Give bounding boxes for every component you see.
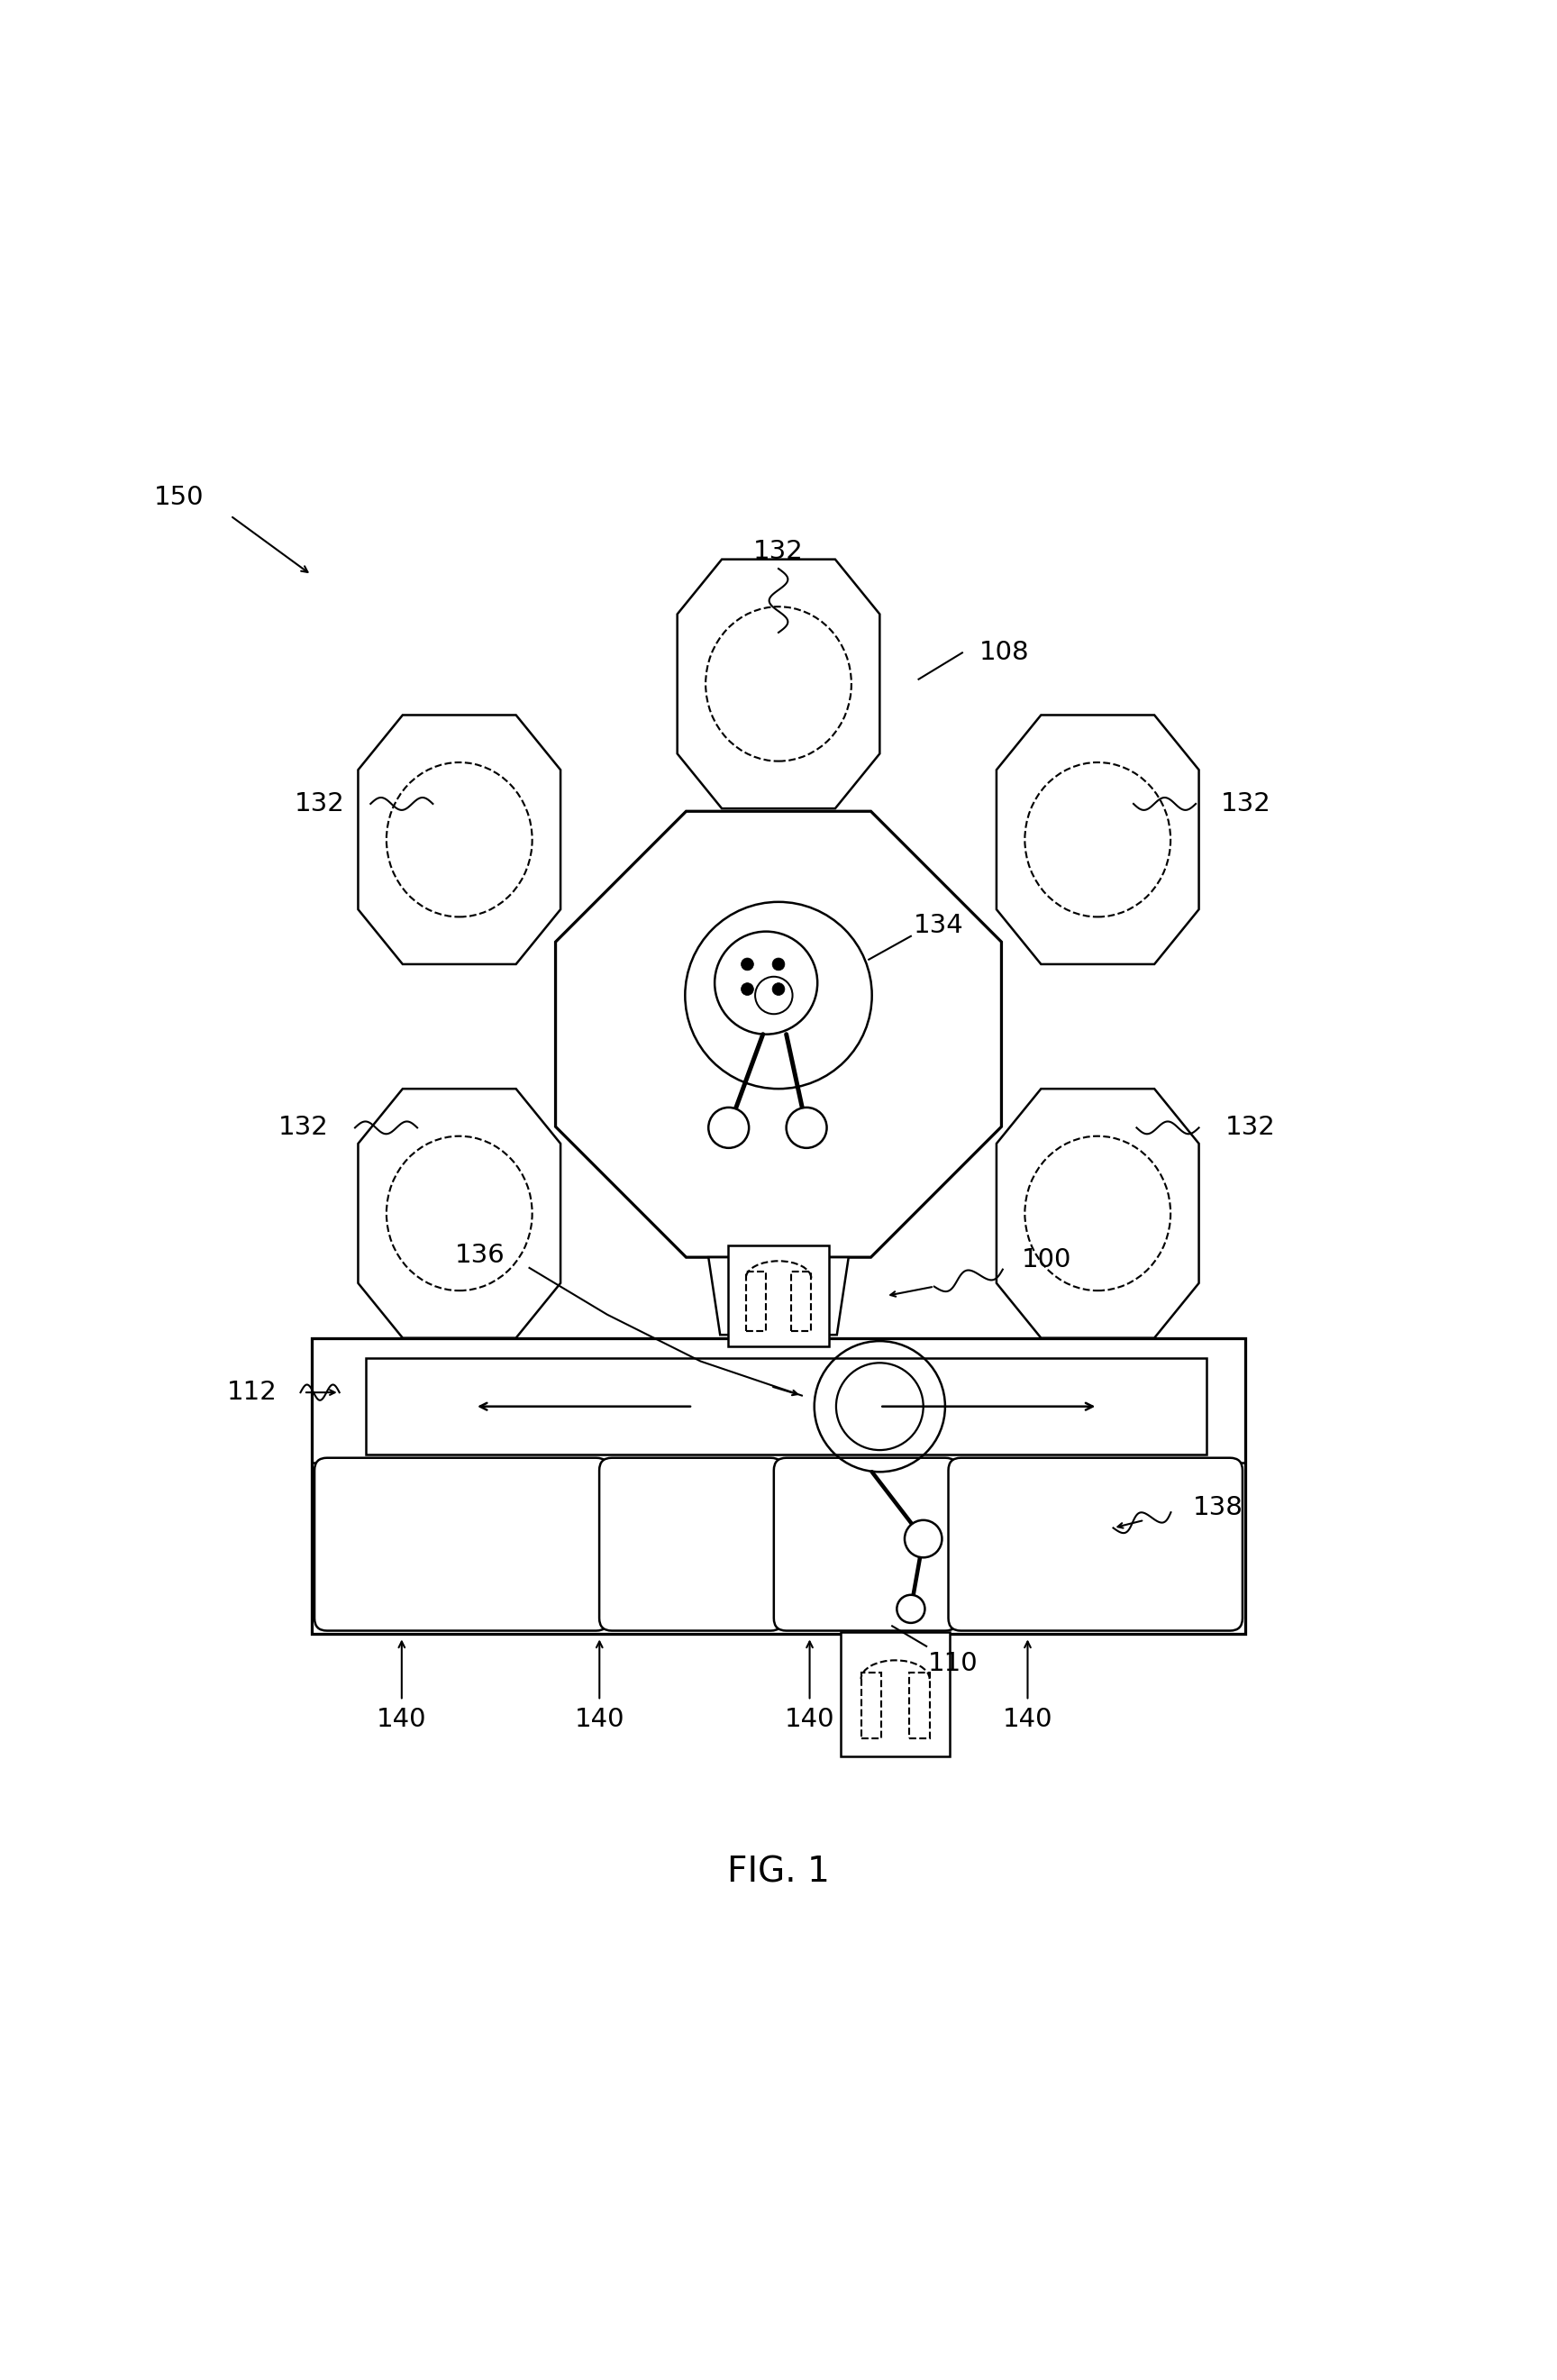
Text: 132: 132 (1225, 1116, 1275, 1140)
Polygon shape (556, 812, 1001, 1257)
Text: 132: 132 (754, 538, 803, 564)
Bar (861, 1673, 881, 1737)
Text: 108: 108 (979, 640, 1029, 666)
Text: 100: 100 (1021, 1247, 1071, 1273)
Bar (791, 1271, 811, 1330)
FancyBboxPatch shape (948, 1459, 1242, 1630)
Circle shape (772, 983, 785, 995)
Text: 134: 134 (914, 912, 964, 938)
Bar (311, 1338, 1246, 1633)
Polygon shape (358, 1088, 561, 1338)
Text: 136: 136 (455, 1242, 504, 1269)
Text: 140: 140 (1003, 1706, 1053, 1733)
Text: 140: 140 (575, 1706, 624, 1733)
Circle shape (741, 959, 754, 971)
Text: 150: 150 (154, 486, 204, 509)
Text: 140: 140 (377, 1706, 427, 1733)
Circle shape (786, 1107, 827, 1147)
Polygon shape (677, 559, 880, 809)
Circle shape (772, 959, 785, 971)
Text: 112: 112 (227, 1380, 277, 1404)
Text: 132: 132 (279, 1116, 329, 1140)
Bar (841, 1633, 950, 1756)
Text: 110: 110 (928, 1652, 978, 1676)
Text: FIG. 1: FIG. 1 (727, 1854, 830, 1890)
Text: 140: 140 (785, 1706, 835, 1733)
Text: 132: 132 (294, 790, 344, 816)
Polygon shape (996, 714, 1199, 964)
Bar (746, 1271, 766, 1330)
Bar (727, 1245, 828, 1347)
Bar (909, 1673, 930, 1737)
FancyBboxPatch shape (599, 1459, 783, 1630)
Text: 138: 138 (1193, 1495, 1242, 1521)
Circle shape (905, 1521, 942, 1557)
FancyBboxPatch shape (315, 1459, 609, 1630)
Bar (366, 1359, 1207, 1454)
Polygon shape (996, 1088, 1199, 1338)
Text: 132: 132 (1221, 790, 1271, 816)
Polygon shape (358, 714, 561, 964)
Polygon shape (708, 1257, 849, 1335)
Circle shape (897, 1595, 925, 1623)
Circle shape (741, 983, 754, 995)
FancyBboxPatch shape (774, 1459, 958, 1630)
Circle shape (708, 1107, 749, 1147)
